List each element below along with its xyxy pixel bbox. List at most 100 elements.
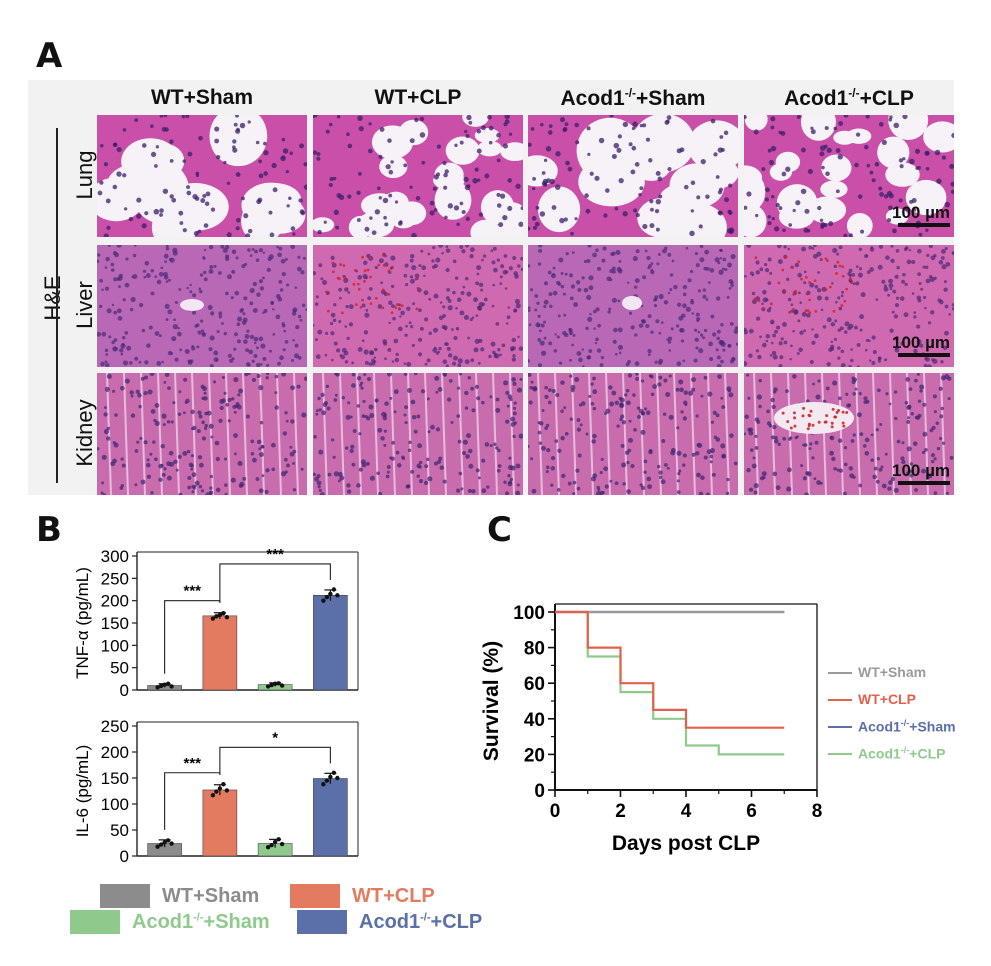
nucleus <box>314 302 319 306</box>
nucleus <box>570 284 576 289</box>
nucleus <box>762 289 767 295</box>
rbc <box>831 407 835 411</box>
nucleus <box>162 188 169 194</box>
nucleus <box>544 394 549 400</box>
nucleus <box>883 194 889 199</box>
nucleus <box>505 419 510 424</box>
nucleus <box>249 254 253 258</box>
nucleus <box>871 178 876 183</box>
rbc <box>838 264 842 268</box>
nucleus <box>917 298 922 303</box>
nucleus <box>155 145 160 149</box>
nucleus <box>243 296 248 301</box>
alveolus-space <box>821 154 852 182</box>
nucleus <box>154 402 160 408</box>
nucleus <box>165 246 170 251</box>
nucleus <box>122 173 127 178</box>
nucleus <box>758 378 762 383</box>
nucleus <box>256 346 259 350</box>
nucleus <box>271 162 277 169</box>
nucleus <box>363 330 369 335</box>
nucleus <box>905 377 911 382</box>
label-superscript: -/- <box>900 745 910 755</box>
y-tick-label: 80 <box>524 639 545 660</box>
nucleus <box>538 245 543 248</box>
nucleus <box>284 411 288 415</box>
data-point <box>221 610 226 616</box>
nucleus <box>317 229 322 235</box>
nucleus <box>785 389 789 393</box>
nucleus <box>751 463 757 469</box>
nucleus <box>466 291 472 297</box>
nucleus <box>625 388 630 393</box>
rbc <box>817 420 821 424</box>
nucleus <box>803 281 807 285</box>
nucleus <box>386 465 391 469</box>
nucleus <box>720 396 724 400</box>
nucleus <box>300 467 304 471</box>
nucleus <box>208 423 214 429</box>
nucleus <box>139 436 143 440</box>
nucleus <box>771 350 777 356</box>
nucleus <box>476 128 482 134</box>
data-point <box>276 837 281 842</box>
nucleus <box>653 304 658 308</box>
nucleus <box>539 340 545 346</box>
nucleus <box>579 423 583 427</box>
data-point <box>276 681 281 686</box>
nucleus <box>761 167 766 171</box>
rbc <box>802 406 806 410</box>
nucleus <box>203 248 207 252</box>
nucleus <box>614 481 619 486</box>
nucleus <box>371 358 375 363</box>
nucleus <box>931 460 935 464</box>
nucleus <box>172 250 178 256</box>
nucleus <box>251 359 255 363</box>
nucleus <box>650 207 654 212</box>
alveolus-space <box>669 163 725 208</box>
nucleus <box>106 436 111 441</box>
nucleus <box>812 382 815 386</box>
nucleus <box>452 259 457 264</box>
nucleus <box>357 115 363 121</box>
nucleus <box>395 450 400 455</box>
nucleus <box>508 456 512 460</box>
nucleus <box>223 457 228 461</box>
nucleus <box>726 477 730 482</box>
nucleus <box>643 459 648 464</box>
nucleus <box>361 303 366 308</box>
tubule-lumen <box>424 373 430 495</box>
nucleus <box>408 440 412 445</box>
nucleus <box>690 269 694 274</box>
nucleus <box>919 343 924 348</box>
nucleus <box>410 325 414 329</box>
nucleus <box>676 479 680 483</box>
nucleus <box>156 279 162 285</box>
nucleus <box>516 483 520 487</box>
nucleus <box>683 390 689 395</box>
nucleus <box>373 356 376 359</box>
row-label: Kidney <box>72 399 97 467</box>
nucleus <box>457 358 463 364</box>
rbc <box>374 296 378 300</box>
nucleus <box>712 332 717 337</box>
data-point <box>169 684 174 689</box>
nucleus <box>680 339 685 343</box>
nucleus <box>644 249 648 253</box>
rbc <box>361 298 364 302</box>
nucleus <box>632 255 638 262</box>
nucleus <box>346 483 351 488</box>
alveolus-space <box>537 186 581 233</box>
nucleus <box>576 351 582 356</box>
nucleus <box>802 443 806 447</box>
nucleus <box>799 301 803 304</box>
nucleus <box>202 386 207 392</box>
x-tick-label: 6 <box>746 801 757 822</box>
nucleus <box>611 153 617 159</box>
nucleus <box>684 184 689 190</box>
nucleus <box>476 148 482 154</box>
nucleus <box>950 181 954 187</box>
nucleus <box>136 197 142 203</box>
nucleus <box>645 324 650 329</box>
